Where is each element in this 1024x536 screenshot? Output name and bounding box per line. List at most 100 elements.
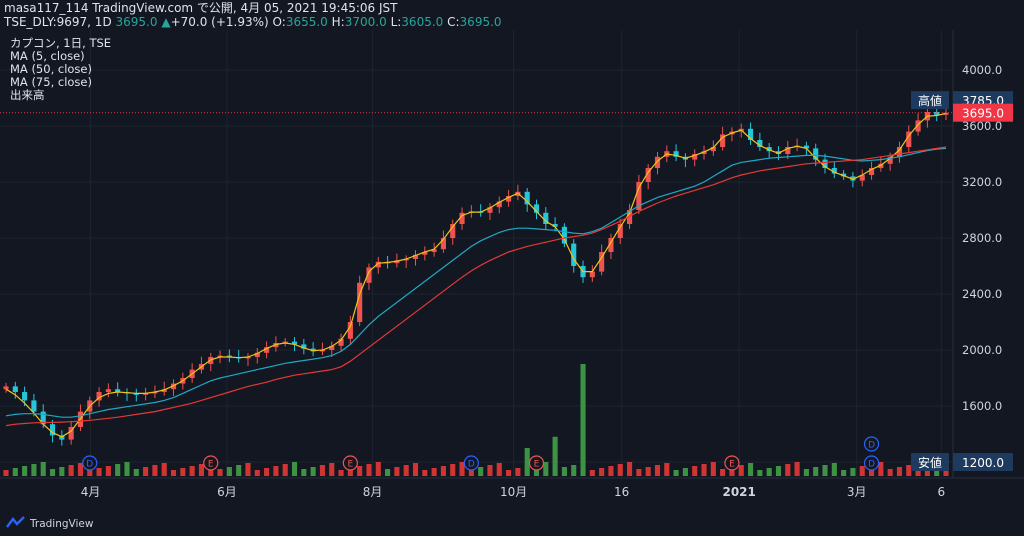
volume-bar: [831, 463, 837, 476]
volume-bar: [841, 470, 847, 476]
candle-body: [394, 260, 400, 264]
close-value: 3695.0: [459, 15, 502, 29]
volume-bar: [375, 462, 381, 476]
legend-volume[interactable]: 出来高: [10, 88, 45, 102]
y-tick-label: 3600.0: [962, 119, 1002, 133]
candle-body: [161, 389, 167, 392]
volume-bar: [96, 468, 102, 476]
candle-body: [133, 393, 139, 395]
event-marker-icon: [863, 455, 880, 471]
publisher-line: masa117_114 TradingView.com で公開, 4月 05, …: [4, 1, 502, 15]
candle-body: [487, 207, 493, 213]
volume-bar: [561, 467, 567, 476]
volume-bar: [189, 466, 195, 476]
volume-bar: [422, 470, 428, 476]
legend-title[interactable]: カプコン, 1日, TSE: [10, 36, 112, 50]
candle-body: [412, 254, 419, 259]
candle-body: [701, 151, 707, 154]
volume-bar: [896, 467, 903, 476]
volume-bar: [291, 462, 298, 476]
volume-bar: [543, 462, 549, 476]
moving-averages: [5, 112, 947, 438]
event-marker-icon: [342, 455, 358, 471]
volume-bar: [878, 462, 884, 476]
volume-bar: [589, 470, 595, 476]
change-up-icon: ▲: [161, 15, 171, 29]
volume-bar: [701, 464, 707, 476]
legend-ma75[interactable]: MA (75, close): [10, 75, 92, 89]
close-label: C:: [447, 15, 460, 29]
candle-body: [803, 145, 809, 149]
candle-body: [720, 134, 726, 147]
time-axis[interactable]: 4月 6月 8月 10月 16 2021 3月 6: [81, 485, 945, 499]
legend-ma50[interactable]: MA (50, close): [10, 62, 92, 76]
legend-ma5[interactable]: MA (5, close): [10, 49, 85, 63]
volume-bar: [12, 468, 18, 476]
volume-bar: [133, 469, 139, 476]
low-value-text: 1200.0: [962, 456, 1004, 470]
volume-bar: [850, 468, 856, 476]
candle-body: [254, 352, 260, 357]
volume-bar: [403, 465, 409, 476]
candle-body: [571, 243, 577, 266]
low-value-tag: [953, 453, 1013, 471]
candle-body: [264, 347, 270, 353]
volume-bar: [412, 463, 419, 476]
candle-body: [403, 259, 409, 261]
candle-body: [366, 267, 372, 283]
candle-body: [329, 345, 335, 350]
volume-bar: [347, 468, 353, 476]
high-label-text: 高値: [918, 93, 942, 108]
volume-bar: [357, 466, 363, 476]
volume-bar: [682, 468, 688, 476]
volume-bar: [822, 465, 828, 476]
candle-body: [878, 163, 884, 168]
volume-bar: [180, 468, 186, 476]
candle-body: [301, 344, 307, 349]
tradingview-brand: TradingView: [30, 517, 94, 530]
event-marker-label: E: [534, 460, 540, 470]
candle-body: [506, 196, 512, 202]
high-label-tag: [911, 91, 949, 110]
volume-bar: [40, 462, 46, 476]
volume-bar: [152, 465, 158, 476]
volume-bar: [692, 466, 698, 476]
volume-bar: [775, 466, 782, 476]
volume-bar: [571, 465, 577, 476]
volume-bar: [49, 469, 56, 476]
volume-bar: [924, 470, 930, 476]
candle-body: [841, 173, 847, 177]
event-marker-icon: [203, 455, 219, 471]
candle-body: [68, 427, 74, 440]
volume-bar: [68, 465, 74, 476]
volume-bar: [729, 467, 735, 476]
candle-body: [757, 140, 763, 147]
volume-bar: [105, 466, 111, 476]
tradingview-logo[interactable]: TradingView: [6, 516, 93, 531]
candle-body: [291, 341, 298, 345]
candle-body: [906, 131, 912, 147]
low-label: L:: [390, 15, 402, 29]
candle-body: [105, 389, 111, 392]
candle-body: [282, 341, 288, 343]
x-tick-label: 6: [937, 485, 945, 499]
volume-bar: [3, 470, 9, 476]
open-value: 3655.0: [285, 15, 328, 29]
event-marker-label: D: [868, 460, 875, 470]
volume-bar: [757, 470, 763, 476]
candle-body: [170, 383, 177, 390]
volume-bar: [319, 465, 325, 476]
event-markers: D E E D E E DD: [82, 436, 880, 471]
candle-body: [710, 147, 716, 152]
event-marker-label: D: [468, 460, 475, 470]
candle-body: [217, 355, 223, 357]
candle-body: [273, 343, 279, 348]
volume-bar: [143, 467, 149, 476]
ma50-line: [5, 147, 947, 418]
candle-body: [347, 322, 353, 339]
candle-body: [3, 386, 9, 390]
candle-body: [31, 400, 37, 412]
event-marker-label: D: [868, 441, 875, 451]
